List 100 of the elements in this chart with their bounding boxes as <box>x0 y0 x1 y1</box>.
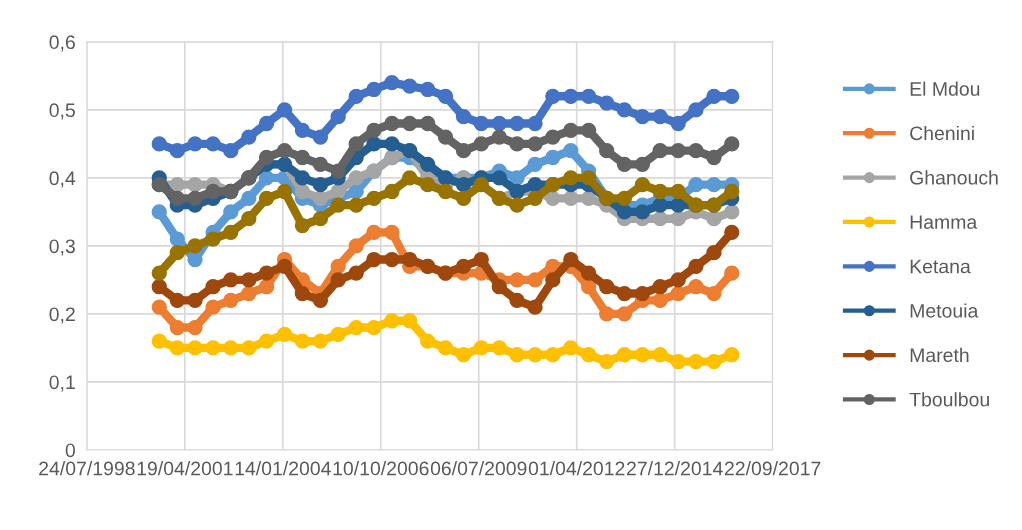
point <box>473 136 489 152</box>
point <box>616 156 633 172</box>
point <box>670 143 686 159</box>
point <box>563 170 579 186</box>
point <box>670 272 686 288</box>
point <box>670 197 686 213</box>
point <box>634 285 651 302</box>
point <box>599 279 615 295</box>
point <box>276 258 293 274</box>
point <box>473 340 489 356</box>
point <box>366 251 382 268</box>
point <box>527 272 543 288</box>
point <box>527 190 543 206</box>
legend-label: Tboulbou <box>909 392 989 407</box>
point <box>563 143 579 159</box>
point <box>330 109 346 125</box>
point <box>241 211 257 227</box>
point <box>169 340 185 356</box>
point <box>223 292 239 308</box>
point <box>294 170 311 186</box>
point <box>241 340 257 356</box>
legend-label: Chenini <box>910 125 974 141</box>
point <box>151 299 167 315</box>
point <box>688 143 704 159</box>
point <box>652 143 668 159</box>
point <box>634 109 651 125</box>
point <box>330 183 346 200</box>
point <box>652 279 668 295</box>
legend-label: Ketana <box>910 259 971 274</box>
point <box>330 163 346 179</box>
point <box>151 279 167 295</box>
point <box>151 136 167 152</box>
point <box>724 204 740 220</box>
point <box>420 177 436 193</box>
point <box>616 102 633 118</box>
point <box>348 183 364 200</box>
point <box>724 265 740 281</box>
y-tick-label: 0,5 <box>49 103 75 120</box>
point <box>509 170 525 186</box>
point <box>706 177 722 193</box>
point <box>706 149 722 166</box>
point <box>187 292 203 308</box>
point <box>384 183 400 200</box>
point <box>563 190 579 206</box>
point <box>455 258 472 274</box>
point <box>706 353 722 370</box>
point <box>330 197 346 213</box>
point <box>616 306 633 322</box>
point <box>384 313 400 329</box>
point <box>545 129 561 145</box>
point <box>205 340 221 356</box>
point <box>581 88 597 104</box>
point <box>581 265 597 281</box>
point <box>670 115 686 132</box>
point <box>420 156 436 172</box>
point <box>348 170 364 186</box>
point <box>491 279 507 295</box>
point <box>205 183 221 200</box>
point <box>312 333 329 349</box>
point <box>724 224 740 240</box>
point <box>169 177 185 193</box>
point <box>652 347 668 363</box>
legend-label: Mareth <box>910 347 969 363</box>
point <box>205 279 221 295</box>
point <box>330 326 346 342</box>
point <box>509 136 525 152</box>
point <box>348 197 364 213</box>
point <box>402 78 418 94</box>
point <box>634 204 651 220</box>
point <box>688 258 704 274</box>
point <box>491 170 507 186</box>
point <box>652 183 668 200</box>
point <box>545 190 561 206</box>
point <box>670 183 686 200</box>
x-tick-label: 01/04/2012 <box>528 461 625 476</box>
point <box>455 177 472 193</box>
x-tick-label: 19/04/2001 <box>137 461 233 476</box>
point <box>294 122 311 138</box>
point <box>187 340 203 356</box>
point <box>581 170 597 186</box>
point <box>223 204 239 220</box>
point <box>634 177 651 193</box>
point <box>312 190 329 206</box>
x-tick-label: 24/07/1998 <box>39 461 135 476</box>
point <box>223 143 239 159</box>
point <box>241 285 257 302</box>
point <box>563 122 579 138</box>
point <box>384 251 400 268</box>
point <box>366 190 382 206</box>
point <box>151 204 167 220</box>
point <box>312 211 329 227</box>
point <box>652 109 668 125</box>
point <box>527 177 543 193</box>
point <box>276 183 293 200</box>
point <box>312 129 329 145</box>
point <box>187 136 203 152</box>
point <box>312 177 329 193</box>
point <box>294 333 311 349</box>
point <box>455 143 472 159</box>
point <box>706 245 722 261</box>
